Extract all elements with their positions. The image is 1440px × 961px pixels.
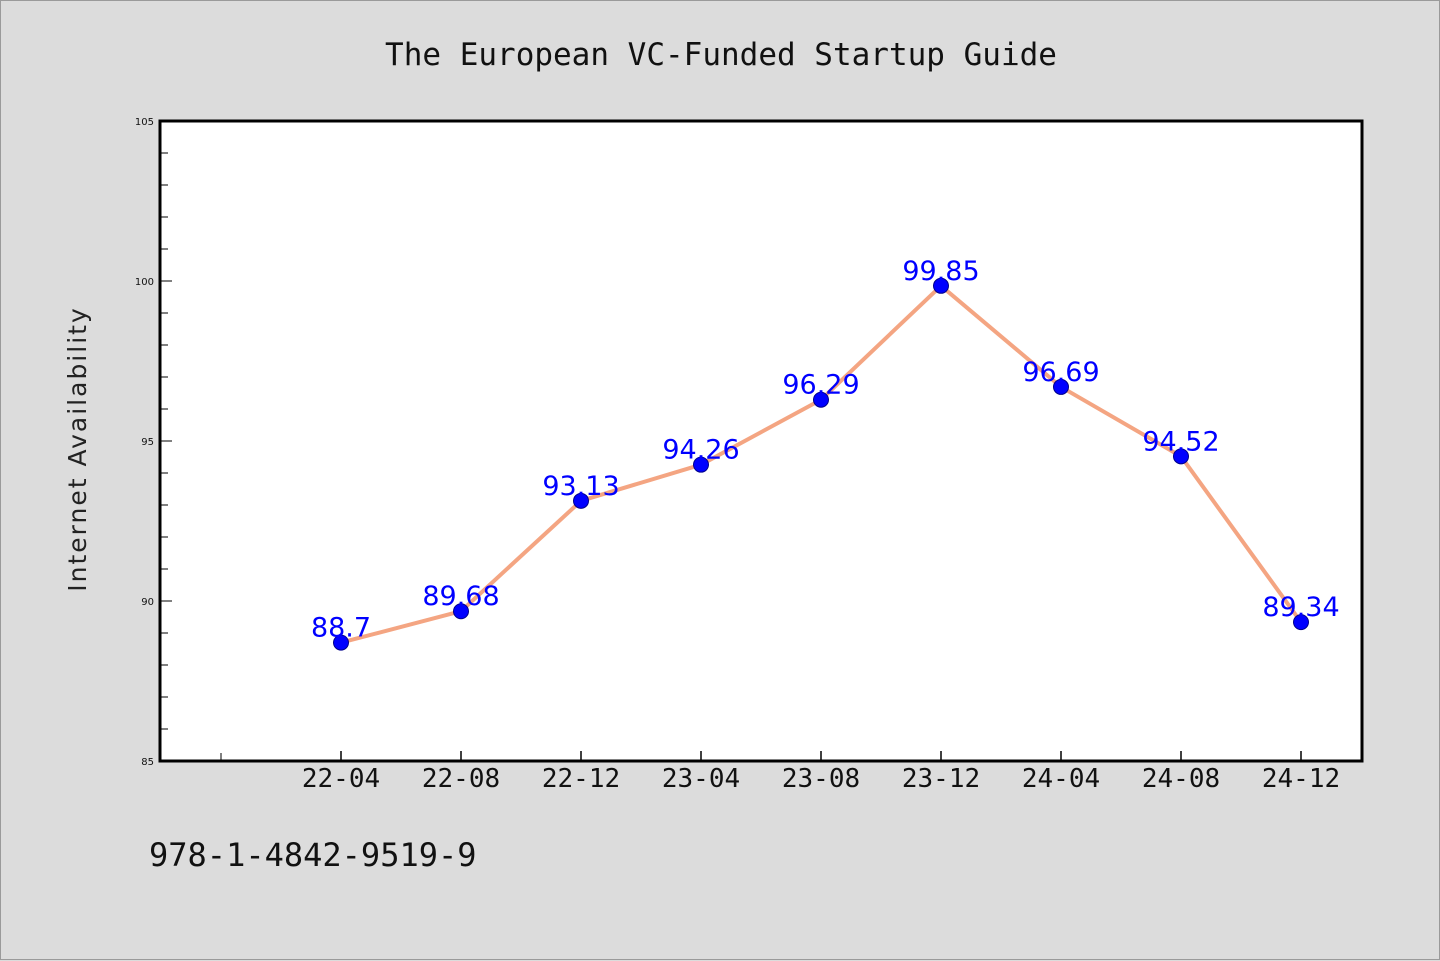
x-tick-label: 24-04 [1022, 764, 1100, 794]
data-points [333, 277, 1309, 651]
y-tick-label: 90 [141, 597, 154, 608]
y-axis-label: Internet Availability [63, 306, 92, 591]
x-tick-label: 23-08 [782, 764, 860, 794]
data-point [573, 492, 589, 509]
data-point [693, 456, 709, 473]
x-tick-label: 23-04 [662, 764, 740, 794]
data-point [1173, 448, 1189, 465]
data-label: 89.68 [422, 581, 499, 612]
data-point [1293, 614, 1309, 631]
y-tick-label: 105 [135, 117, 154, 128]
data-label: 96.69 [1022, 357, 1099, 388]
isbn-footer: 978-1-4842-9519-9 [149, 836, 477, 874]
x-tick-label: 22-12 [542, 764, 620, 794]
data-point [453, 603, 469, 620]
x-tick-label: 22-04 [302, 764, 380, 794]
data-label: 94.52 [1142, 426, 1219, 457]
data-point [933, 277, 949, 294]
y-tick-label: 100 [135, 277, 154, 288]
data-point [813, 391, 829, 408]
data-label: 93.13 [542, 471, 619, 502]
x-tick-label: 24-12 [1262, 764, 1340, 794]
data-label: 99.85 [902, 256, 979, 287]
data-point [333, 634, 349, 651]
data-label: 94.26 [662, 435, 739, 466]
y-axis: 85 90 95 100 105 [135, 117, 172, 768]
data-point [1053, 378, 1069, 395]
data-label: 88.7 [311, 613, 371, 644]
x-tick-label: 22-08 [422, 764, 500, 794]
x-tick-label: 23-12 [902, 764, 980, 794]
chart-title: The European VC-Funded Startup Guide [385, 37, 1057, 73]
x-axis: 22-04 22-08 22-12 23-04 23-08 23-12 24-04 24-08… [220, 751, 1340, 794]
x-tick-label: 24-08 [1142, 764, 1220, 794]
y-tick-label: 95 [141, 437, 154, 448]
plot-area [158, 119, 1364, 763]
data-label: 96.29 [782, 370, 859, 401]
data-labels: 88.7 89.68 93.13 94.26 96.29 99.85 96.69 94.52 8… [311, 256, 1340, 644]
data-label: 89.34 [1262, 592, 1339, 623]
y-tick-label: 85 [141, 757, 154, 768]
